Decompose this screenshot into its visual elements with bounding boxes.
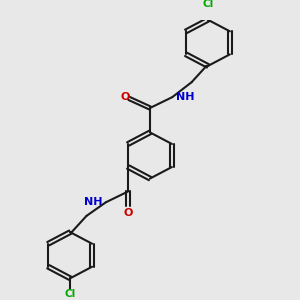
Text: Cl: Cl bbox=[64, 289, 76, 299]
Text: Cl: Cl bbox=[202, 0, 214, 9]
Text: O: O bbox=[123, 208, 133, 218]
Text: NH: NH bbox=[84, 197, 102, 207]
Text: NH: NH bbox=[176, 92, 194, 102]
Text: O: O bbox=[120, 92, 129, 102]
